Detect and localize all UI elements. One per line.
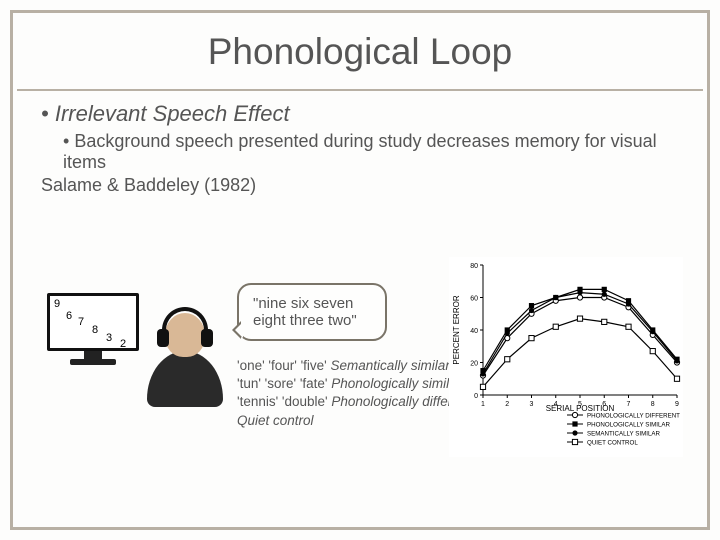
condition-row: 'tun' 'sore' 'fate' Phonologically simil… <box>237 375 471 393</box>
chart-svg: 020406080123456789SERIAL POSITIONPERCENT… <box>449 257 683 457</box>
svg-text:0: 0 <box>474 393 478 400</box>
digit: 2 <box>120 338 126 350</box>
digit: 6 <box>66 310 72 322</box>
svg-text:2: 2 <box>505 401 509 408</box>
svg-text:1: 1 <box>481 401 485 408</box>
digit: 7 <box>78 316 84 328</box>
svg-text:8: 8 <box>651 401 655 408</box>
speech-bubble: "nine six seven eight three two" <box>237 283 387 341</box>
conditions-list: 'one' 'four' 'five' Semantically similar… <box>237 357 471 430</box>
content-area: • Irrelevant Speech Effect • Background … <box>13 91 707 196</box>
svg-text:9: 9 <box>675 401 679 408</box>
svg-text:PHONOLOGICALLY DIFFERENT: PHONOLOGICALLY DIFFERENT <box>587 413 680 420</box>
svg-text:20: 20 <box>470 361 478 368</box>
svg-text:SEMANTICALLY SIMILAR: SEMANTICALLY SIMILAR <box>587 431 661 438</box>
body-text: Background speech presented during study… <box>63 131 657 172</box>
condition-row: 'tennis' 'double' Phonologically differe… <box>237 393 471 411</box>
svg-text:80: 80 <box>470 263 478 270</box>
monitor-screen: 9 6 7 8 3 2 <box>47 293 139 351</box>
body-bullet: • Background speech presented during stu… <box>63 131 679 173</box>
digit: 9 <box>54 298 60 310</box>
digit: 3 <box>106 332 112 344</box>
diagram-area: 9 6 7 8 3 2 "nine six seven eight three … <box>41 263 679 507</box>
svg-text:PERCENT ERROR: PERCENT ERROR <box>452 295 461 364</box>
svg-text:QUIET CONTROL: QUIET CONTROL <box>587 440 638 447</box>
monitor-icon: 9 6 7 8 3 2 <box>47 293 139 365</box>
svg-text:PHONOLOGICALLY SIMILAR: PHONOLOGICALLY SIMILAR <box>587 422 671 429</box>
svg-text:60: 60 <box>470 296 478 303</box>
condition-row: Quiet control <box>237 412 471 430</box>
subtitle-text: Irrelevant Speech Effect <box>55 101 290 126</box>
svg-text:40: 40 <box>470 328 478 335</box>
slide-title: Phonological Loop <box>13 31 707 73</box>
person-headphones-icon <box>145 307 225 407</box>
subtitle: • Irrelevant Speech Effect <box>41 101 679 127</box>
reference: Salame & Baddeley (1982) <box>41 175 679 196</box>
digit: 8 <box>92 324 98 336</box>
slide-frame: Phonological Loop • Irrelevant Speech Ef… <box>10 10 710 530</box>
svg-text:7: 7 <box>627 401 631 408</box>
condition-row: 'one' 'four' 'five' Semantically similar <box>237 357 471 375</box>
serial-position-chart: 020406080123456789SERIAL POSITIONPERCENT… <box>449 257 683 457</box>
svg-text:3: 3 <box>530 401 534 408</box>
